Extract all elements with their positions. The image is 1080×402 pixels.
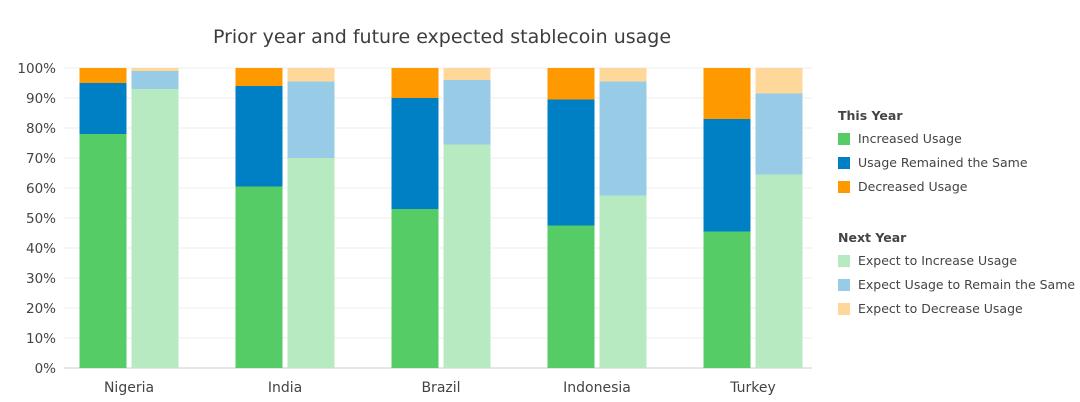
bar-nigeria-decreased-usage bbox=[79, 68, 127, 83]
legend-label: Usage Remained the Same bbox=[858, 155, 1028, 170]
legend-item-expect-increase: Expect to Increase Usage bbox=[838, 252, 1075, 269]
bar-brazil-decreased-usage bbox=[391, 68, 439, 98]
bar-brazil-expect-usage-to-remain-the-same bbox=[443, 80, 491, 145]
x-tick-label: India bbox=[268, 380, 302, 396]
bar-brazil-expect-to-increase-usage bbox=[443, 144, 491, 368]
bar-nigeria-usage-remained-the-same bbox=[79, 83, 127, 134]
legend-label: Expect to Decrease Usage bbox=[858, 301, 1023, 316]
bar-nigeria-expect-usage-to-remain-the-same bbox=[131, 71, 179, 89]
legend-item-usage-remained-same: Usage Remained the Same bbox=[838, 154, 1028, 171]
legend-heading-this-year: This Year bbox=[838, 108, 903, 123]
y-tick-label: 60% bbox=[26, 181, 56, 197]
bar-india-expect-to-increase-usage bbox=[287, 158, 335, 368]
bar-indonesia-expect-to-decrease-usage bbox=[599, 68, 647, 82]
stacked-bar-chart: 0% 10% 20% 30% 40% 50% 60% 70% 80% 90% 100% Nigeria… bbox=[17, 61, 812, 396]
bar-indonesia-expect-to-increase-usage bbox=[599, 195, 647, 368]
bar-nigeria-expect-to-increase-usage bbox=[131, 89, 179, 368]
bar-indonesia-usage-remained-the-same bbox=[547, 99, 595, 226]
bar-turkey-expect-usage-to-remain-the-same bbox=[755, 93, 803, 175]
legend-label: Decreased Usage bbox=[858, 179, 968, 194]
legend-swatch bbox=[838, 254, 850, 267]
bar-india-decreased-usage bbox=[235, 68, 283, 86]
bar-india-increased-usage bbox=[235, 186, 283, 368]
legend-label: Expect to Increase Usage bbox=[858, 253, 1018, 268]
bar-indonesia-increased-usage bbox=[547, 225, 595, 368]
bar-turkey-usage-remained-the-same bbox=[703, 119, 751, 232]
y-tick-label: 80% bbox=[26, 121, 56, 137]
y-tick-label: 20% bbox=[26, 301, 56, 317]
legend-swatch bbox=[838, 156, 850, 169]
bar-india-usage-remained-the-same bbox=[235, 86, 283, 187]
legend-heading-next-year: Next Year bbox=[838, 230, 907, 245]
bar-india-expect-usage-to-remain-the-same bbox=[287, 81, 335, 158]
y-tick-label: 90% bbox=[26, 91, 56, 107]
legend-this-year: This Year Increased Usage Usage Remained… bbox=[838, 108, 1028, 202]
bar-turkey-decreased-usage bbox=[703, 68, 751, 119]
bar-indonesia-decreased-usage bbox=[547, 68, 595, 100]
legend-swatch bbox=[838, 180, 850, 193]
bar-india-expect-to-decrease-usage bbox=[287, 68, 335, 82]
y-tick-label: 30% bbox=[26, 271, 56, 287]
legend-item-increased-usage: Increased Usage bbox=[838, 130, 1028, 147]
legend-label: Increased Usage bbox=[858, 131, 962, 146]
legend-label: Expect Usage to Remain the Same bbox=[858, 277, 1076, 292]
legend-next-year: Next Year Expect to Increase Usage Expec… bbox=[838, 230, 1075, 324]
legend-swatch bbox=[838, 132, 850, 145]
legend-swatch bbox=[838, 302, 850, 315]
bar-turkey-expect-to-decrease-usage bbox=[755, 68, 803, 94]
bar-nigeria-increased-usage bbox=[79, 134, 127, 368]
y-tick-label: 100% bbox=[17, 61, 56, 77]
bar-brazil-usage-remained-the-same bbox=[391, 98, 439, 209]
legend-item-expect-remain-same: Expect Usage to Remain the Same bbox=[838, 276, 1075, 293]
bar-nigeria-expect-to-decrease-usage bbox=[131, 68, 179, 71]
legend-swatch bbox=[838, 278, 850, 291]
y-tick-label: 50% bbox=[26, 211, 56, 227]
bar-brazil-increased-usage bbox=[391, 209, 439, 368]
x-tick-label: Turkey bbox=[729, 380, 776, 396]
chart-title: Prior year and future expected stablecoi… bbox=[212, 26, 672, 48]
bar-indonesia-expect-usage-to-remain-the-same bbox=[599, 81, 647, 196]
bar-turkey-expect-to-increase-usage bbox=[755, 174, 803, 368]
x-tick-label: Indonesia bbox=[563, 380, 631, 396]
bar-turkey-increased-usage bbox=[703, 231, 751, 368]
y-tick-label: 0% bbox=[35, 361, 57, 377]
x-tick-label: Nigeria bbox=[104, 380, 154, 396]
x-tick-label: Brazil bbox=[421, 380, 460, 396]
y-tick-label: 70% bbox=[26, 151, 56, 167]
y-tick-label: 10% bbox=[26, 331, 56, 347]
legend-item-expect-decrease: Expect to Decrease Usage bbox=[838, 300, 1075, 317]
legend-item-decreased-usage: Decreased Usage bbox=[838, 178, 1028, 195]
y-tick-label: 40% bbox=[26, 241, 56, 257]
bar-brazil-expect-to-decrease-usage bbox=[443, 68, 491, 80]
